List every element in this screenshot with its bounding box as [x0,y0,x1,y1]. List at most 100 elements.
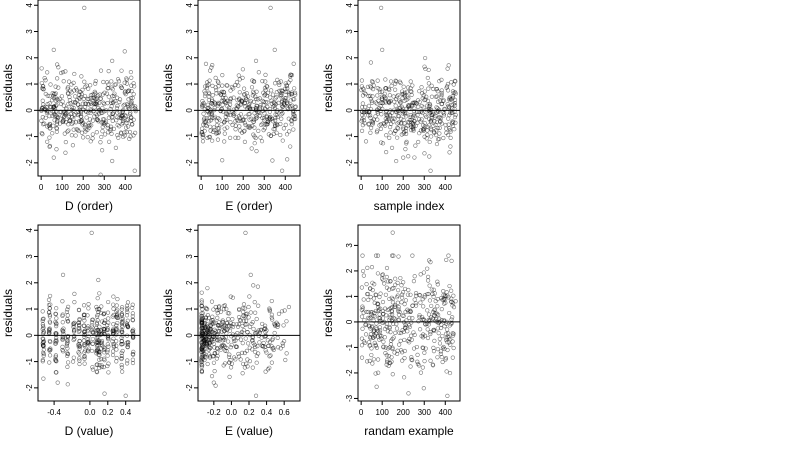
y-tick-label: -1 [345,343,354,351]
data-point [373,253,379,258]
data-point [428,168,433,173]
data-point [252,125,257,130]
data-point [393,330,398,335]
data-point [285,157,290,162]
data-point [430,362,435,367]
data-point [434,141,440,147]
data-point [382,91,387,96]
data-point [425,132,430,137]
data-point [106,320,111,325]
data-point [401,125,406,130]
data-point [67,98,72,103]
data-point [111,341,116,347]
data-point [284,319,289,324]
data-point [210,138,215,143]
data-point [422,97,427,103]
data-point [125,342,131,347]
data-point [47,121,53,127]
data-point [434,105,439,110]
data-point [93,81,98,86]
data-point [236,322,242,327]
y-tick-label: 4 [25,227,34,232]
data-point [293,105,298,110]
data-point [82,361,87,366]
data-point [426,86,431,91]
x-tick-label: -0.2 [207,408,221,417]
data-point [259,122,264,127]
data-point [97,332,102,337]
data-point [126,97,131,102]
data-point [289,119,294,124]
data-point [119,365,124,370]
data-point [128,134,133,139]
data-point [116,79,122,84]
data-point [116,135,121,140]
data-point [41,353,46,358]
data-point [54,119,60,124]
x-tick-label: 300 [98,183,112,192]
data-point [76,326,81,331]
data-point [434,87,439,92]
data-point [429,128,434,133]
data-point [363,139,369,144]
data-point [403,147,408,152]
data-point [389,309,395,314]
data-point [115,110,120,115]
data-point [389,145,395,150]
data-point [220,73,225,78]
x-tick-label: 400 [279,183,293,192]
x-axis-label: E (order) [225,199,272,213]
data-point [65,346,70,351]
data-point [385,307,390,313]
data-point [437,341,443,346]
data-point [255,284,261,289]
data-point [236,73,241,78]
data-point [236,135,241,141]
data-point [97,363,102,368]
data-point [105,353,110,358]
data-point [40,309,45,314]
data-point [119,85,124,90]
data-point [272,81,278,86]
y-tick-label: 1 [25,306,34,311]
data-point [261,90,266,95]
y-axis-label: residuals [1,64,15,112]
data-point [60,344,65,349]
data-point [243,114,248,119]
data-point [257,113,263,118]
data-point [231,86,236,91]
data-point [82,5,87,10]
data-point [449,80,454,85]
data-point [275,114,280,120]
data-point [247,111,252,117]
data-point [291,113,297,118]
data-point [108,126,113,132]
data-point [83,84,88,89]
data-point [199,362,204,367]
data-point [366,103,372,108]
data-point [229,361,235,366]
x-axis-label: D (value) [65,424,114,438]
data-point [199,319,204,325]
x-tick-label: 100 [376,408,390,417]
y-tick-label: 2 [25,55,34,60]
data-point [423,97,428,102]
data-point [45,139,50,144]
data-point [210,314,215,319]
data-point [63,150,68,155]
data-point [266,343,271,348]
data-point [238,112,243,117]
data-point [119,362,124,368]
data-point [256,128,261,133]
plot-frame [37,0,141,177]
data-point [421,105,426,110]
data-point [411,346,417,351]
data-point [435,326,440,331]
data-point [360,93,366,98]
data-point [47,319,52,324]
data-point [265,121,271,126]
data-point [205,102,211,107]
x-tick-label: 400 [119,183,133,192]
data-point [283,122,288,127]
data-point [120,305,125,310]
